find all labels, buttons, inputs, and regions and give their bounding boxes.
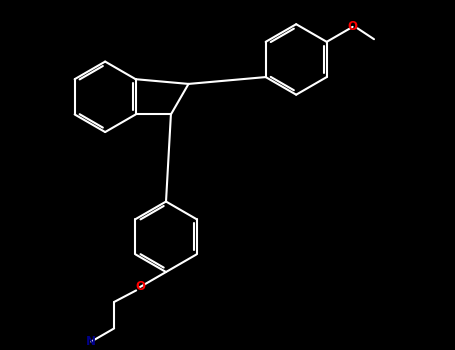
Text: O: O — [348, 20, 358, 33]
Text: O: O — [135, 280, 145, 294]
Text: N: N — [86, 335, 96, 348]
